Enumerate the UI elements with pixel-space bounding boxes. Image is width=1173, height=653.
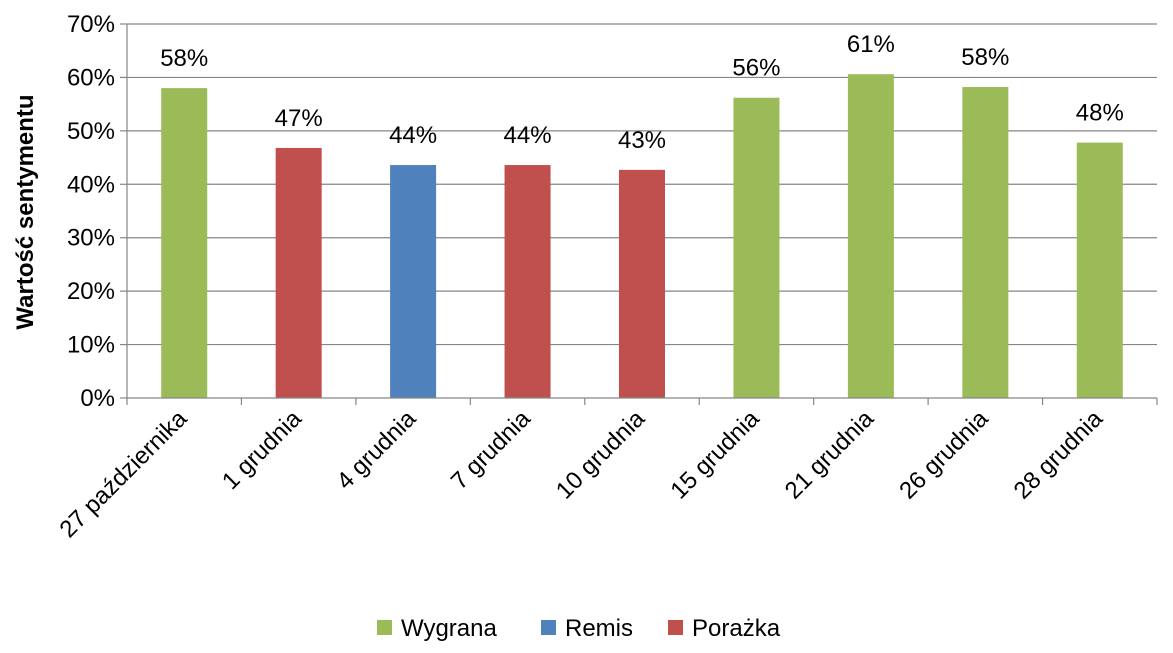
- x-tick-label: 27 października: [55, 405, 193, 543]
- x-tick-label: 26 grudnia: [894, 405, 994, 505]
- x-tick-labels: 27 października 1 grudnia 4 grudnia 7 grudn…: [55, 405, 1109, 543]
- bar: [962, 87, 1009, 398]
- y-tick-label: 60%: [67, 64, 115, 91]
- x-tick-label: 7 grudnia: [446, 405, 536, 495]
- axes: [120, 23, 1158, 405]
- y-tick-label: 0%: [80, 385, 115, 412]
- bar: [390, 165, 437, 398]
- data-label: 44%: [389, 122, 437, 149]
- data-label: 58%: [160, 45, 208, 72]
- x-tick-label: 21 grudnia: [780, 405, 880, 505]
- legend-swatch: [377, 620, 392, 635]
- data-label: 61%: [847, 31, 895, 58]
- data-label: 43%: [618, 127, 666, 154]
- y-tick-labels: 0% 10% 20% 30% 40% 50% 60% 70%: [67, 11, 115, 412]
- y-tick-label: 30%: [67, 225, 115, 252]
- legend-swatch: [541, 620, 556, 635]
- bar: [619, 169, 665, 398]
- data-label: 47%: [275, 105, 323, 132]
- y-tick-label: 70%: [67, 11, 115, 38]
- x-tick-label: 15 grudnia: [665, 405, 765, 505]
- x-tick-label: 4 grudnia: [331, 405, 421, 495]
- legend-label: Porażka: [692, 615, 781, 642]
- legend: Wygrana Remis Porażka: [377, 615, 781, 642]
- legend-label: Wygrana: [401, 615, 497, 642]
- bar: [1076, 142, 1123, 398]
- data-label: 56%: [732, 55, 780, 82]
- bar: [504, 165, 551, 398]
- bars: [161, 74, 1123, 399]
- legend-swatch: [668, 620, 683, 635]
- y-axis-label: Wartość sentymentu: [12, 94, 39, 329]
- legend-label: Remis: [565, 615, 633, 642]
- y-tick-label: 50%: [67, 118, 115, 145]
- bar: [275, 147, 322, 398]
- data-label: 48%: [1076, 100, 1124, 127]
- bar: [847, 74, 894, 399]
- x-tick-label: 28 grudnia: [1009, 405, 1109, 505]
- y-tick-label: 20%: [67, 278, 115, 305]
- data-label: 44%: [504, 122, 552, 149]
- bar: [161, 88, 208, 398]
- y-tick-label: 40%: [67, 171, 115, 198]
- x-tick-label: 10 grudnia: [551, 405, 651, 505]
- y-tick-label: 10%: [67, 332, 115, 359]
- bar: [733, 97, 780, 398]
- x-tick-label: 1 grudnia: [217, 405, 307, 495]
- data-label: 58%: [961, 44, 1009, 71]
- data-labels: 58% 47% 44% 44% 43% 56% 61% 58% 48%: [160, 31, 1124, 154]
